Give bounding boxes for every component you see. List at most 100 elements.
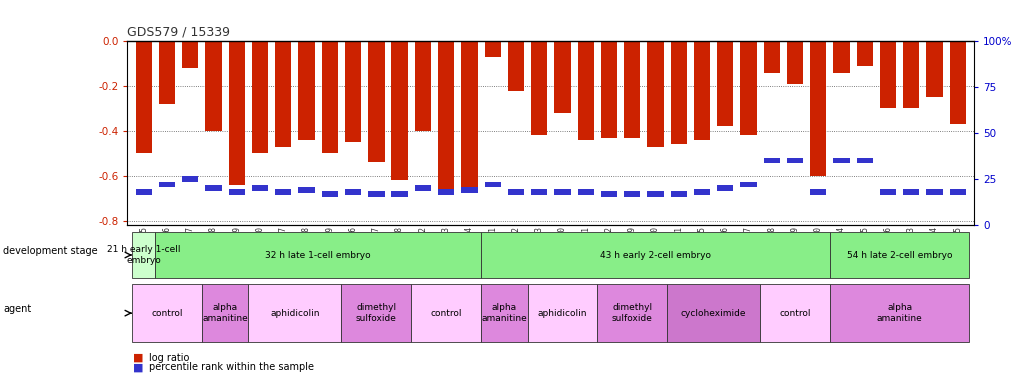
Bar bbox=[829, 232, 968, 278]
Bar bbox=[484, 182, 500, 188]
Bar bbox=[716, 186, 733, 191]
Bar bbox=[597, 284, 666, 342]
Bar bbox=[809, 41, 825, 176]
Text: control: control bbox=[779, 309, 810, 318]
Bar bbox=[879, 189, 896, 195]
Bar bbox=[879, 41, 896, 108]
Bar bbox=[553, 189, 570, 195]
Bar bbox=[136, 41, 152, 153]
Text: 54 h late 2-cell embryo: 54 h late 2-cell embryo bbox=[846, 251, 952, 260]
Text: percentile rank within the sample: percentile rank within the sample bbox=[149, 363, 314, 372]
Bar bbox=[132, 284, 202, 342]
Bar bbox=[507, 189, 524, 195]
Bar bbox=[299, 187, 315, 193]
Bar bbox=[716, 41, 733, 126]
Bar bbox=[252, 186, 268, 191]
Bar bbox=[553, 41, 570, 113]
Bar bbox=[368, 41, 384, 162]
Bar bbox=[228, 41, 245, 184]
Text: dimethyl
sulfoxide: dimethyl sulfoxide bbox=[356, 303, 396, 323]
Bar bbox=[759, 284, 829, 342]
Bar bbox=[647, 191, 663, 196]
Bar bbox=[159, 41, 175, 104]
Text: cycloheximide: cycloheximide bbox=[681, 309, 746, 318]
Bar bbox=[136, 189, 152, 195]
Text: development stage: development stage bbox=[3, 246, 98, 256]
Bar bbox=[786, 158, 802, 164]
Bar bbox=[531, 41, 547, 135]
Bar bbox=[786, 41, 802, 84]
Bar bbox=[415, 186, 431, 191]
Bar bbox=[391, 191, 408, 196]
Bar bbox=[666, 284, 759, 342]
Bar bbox=[437, 41, 453, 191]
Text: alpha
amanitine: alpha amanitine bbox=[876, 303, 921, 323]
Text: log ratio: log ratio bbox=[149, 353, 190, 363]
Bar bbox=[415, 41, 431, 131]
Bar bbox=[624, 41, 640, 138]
Bar bbox=[902, 189, 918, 195]
Text: control: control bbox=[430, 309, 462, 318]
Bar bbox=[391, 41, 408, 180]
Bar bbox=[809, 189, 825, 195]
Bar bbox=[159, 182, 175, 188]
Bar bbox=[833, 158, 849, 164]
Bar bbox=[132, 232, 155, 278]
Bar bbox=[341, 284, 411, 342]
Bar bbox=[856, 41, 872, 66]
Text: aphidicolin: aphidicolin bbox=[270, 309, 319, 318]
Bar bbox=[249, 284, 341, 342]
Bar bbox=[763, 158, 780, 164]
Bar bbox=[321, 41, 337, 153]
Bar bbox=[949, 41, 965, 124]
Bar bbox=[481, 232, 829, 278]
Text: 21 h early 1-cell
embryо: 21 h early 1-cell embryо bbox=[107, 245, 180, 265]
Bar bbox=[600, 191, 616, 196]
Bar bbox=[693, 189, 709, 195]
Text: ■: ■ bbox=[132, 363, 143, 372]
Bar bbox=[624, 191, 640, 196]
Bar bbox=[507, 41, 524, 90]
Bar bbox=[856, 158, 872, 164]
Bar bbox=[299, 41, 315, 140]
Bar bbox=[411, 284, 481, 342]
Bar bbox=[740, 182, 756, 188]
Bar bbox=[949, 189, 965, 195]
Bar bbox=[647, 41, 663, 147]
Bar bbox=[344, 189, 361, 195]
Bar bbox=[481, 284, 527, 342]
Text: GDS579 / 15339: GDS579 / 15339 bbox=[127, 26, 230, 39]
Bar bbox=[182, 176, 199, 182]
Bar bbox=[252, 41, 268, 153]
Bar bbox=[833, 41, 849, 73]
Bar bbox=[669, 41, 686, 144]
Bar bbox=[155, 232, 481, 278]
Bar bbox=[763, 41, 780, 73]
Bar bbox=[368, 191, 384, 196]
Bar bbox=[925, 189, 942, 195]
Bar bbox=[461, 41, 477, 187]
Bar bbox=[275, 189, 291, 195]
Bar bbox=[205, 186, 221, 191]
Bar bbox=[693, 41, 709, 140]
Text: alpha
amanitine: alpha amanitine bbox=[202, 303, 248, 323]
Bar bbox=[437, 189, 453, 195]
Bar bbox=[740, 41, 756, 135]
Text: agent: agent bbox=[3, 304, 32, 314]
Bar bbox=[829, 284, 968, 342]
Bar bbox=[925, 41, 942, 97]
Text: aphidicolin: aphidicolin bbox=[537, 309, 587, 318]
Text: dimethyl
sulfoxide: dimethyl sulfoxide bbox=[611, 303, 652, 323]
Bar bbox=[205, 41, 221, 131]
Bar bbox=[202, 284, 249, 342]
Bar bbox=[461, 187, 477, 193]
Bar bbox=[527, 284, 597, 342]
Bar bbox=[577, 189, 593, 195]
Text: 43 h early 2-cell embryo: 43 h early 2-cell embryo bbox=[599, 251, 710, 260]
Bar bbox=[484, 41, 500, 57]
Bar bbox=[577, 41, 593, 140]
Bar bbox=[321, 191, 337, 196]
Bar bbox=[182, 41, 199, 68]
Bar bbox=[344, 41, 361, 142]
Text: 32 h late 1-cell embryo: 32 h late 1-cell embryo bbox=[265, 251, 371, 260]
